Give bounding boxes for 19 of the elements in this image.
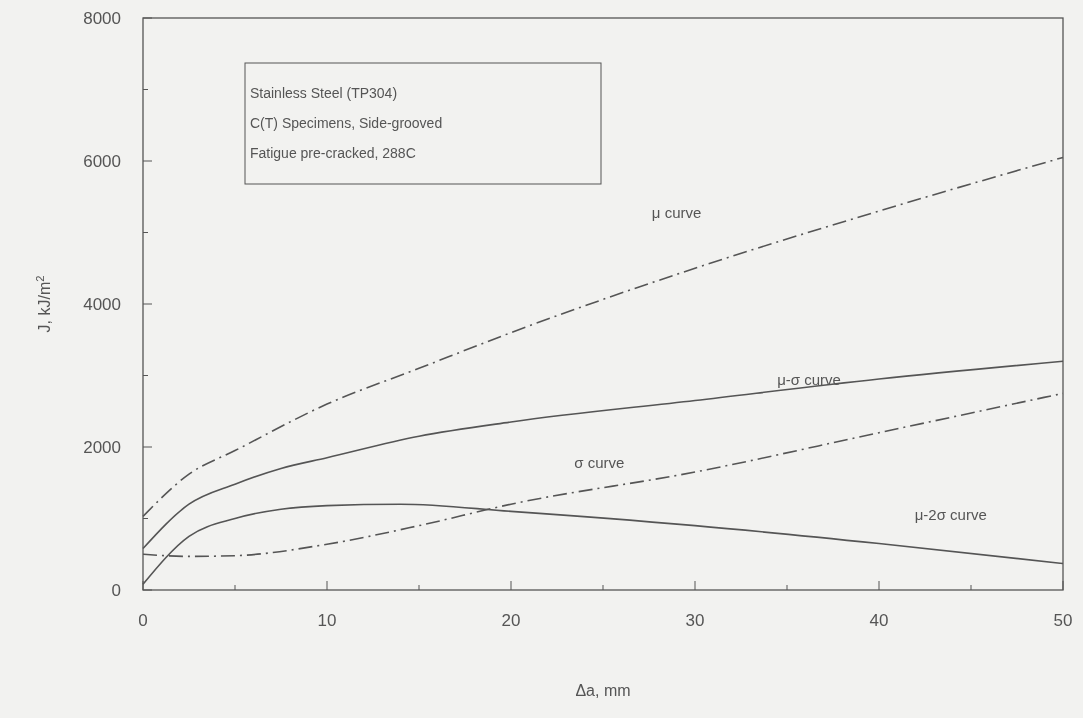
series-label: σ curve (574, 454, 625, 472)
x-tick-label: 20 (501, 611, 521, 630)
x-tick-label: 30 (685, 611, 705, 630)
y-tick-label: 0 (111, 581, 121, 600)
annotation: Fatigue pre-cracked, 288C (250, 145, 416, 161)
annotation: C(T) Specimens, Side-grooved (250, 115, 443, 131)
x-tick-label: 50 (1053, 611, 1073, 630)
x-tick-label: 0 (138, 611, 148, 630)
y-tick-label: 2000 (83, 438, 121, 457)
x-tick-label: 10 (317, 611, 337, 630)
y-tick-label: 4000 (83, 295, 121, 314)
x-tick-label: 40 (869, 611, 889, 630)
series-label: μ-2σ curve (914, 505, 987, 523)
annotation: Stainless Steel (TP304) (250, 85, 398, 101)
text: μ curve (651, 204, 702, 222)
x-axis-title: Δa, mm (575, 682, 631, 699)
y-tick-label: 6000 (83, 152, 121, 171)
y-tick-label: 8000 (83, 9, 121, 28)
series-label: μ-σ curve (777, 370, 841, 388)
